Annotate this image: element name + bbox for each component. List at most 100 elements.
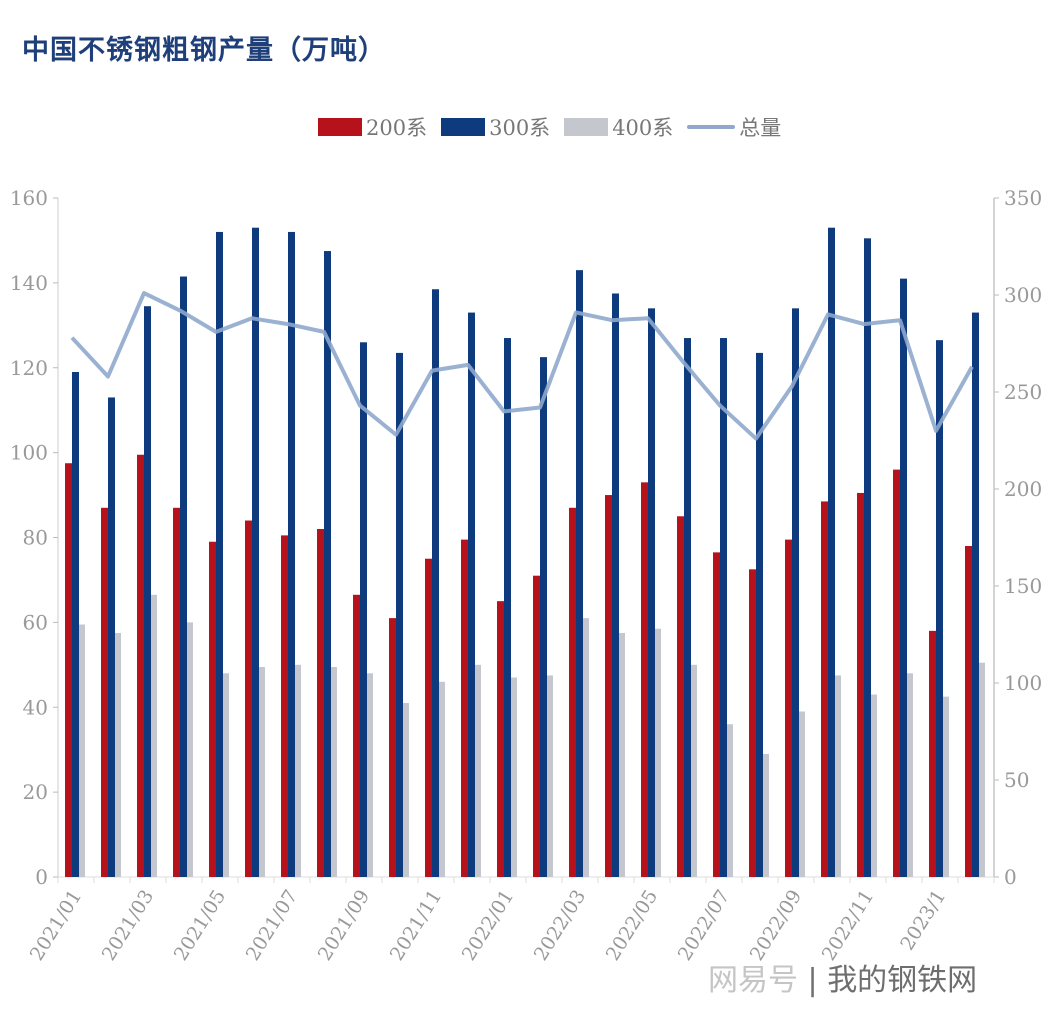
x-tick-label: 2021/07 [242, 886, 302, 965]
bar-400系-2021/03 [151, 594, 157, 877]
bar-200系-2021/09 [353, 594, 360, 877]
bar-300系-2021/07 [288, 231, 295, 877]
y-right-tick-label: 0 [1004, 865, 1017, 889]
bar-300系-2023/1 [936, 340, 943, 877]
y-left-tick-label: 60 [23, 610, 48, 634]
bar-300系-2023/02 [972, 312, 979, 877]
bar-400系-2022/07 [727, 724, 733, 877]
bar-400系-2022/11 [871, 694, 877, 877]
bar-200系-2022/02 [533, 575, 540, 877]
bar-300系-2022/01 [504, 338, 511, 877]
bar-300系-2021/08 [324, 251, 331, 877]
legend-item-400: 400系 [564, 112, 673, 142]
bar-300系-2022/12 [900, 278, 907, 878]
legend: 200系 300系 400系 总量 [318, 112, 781, 142]
bar-400系-2021/04 [187, 622, 193, 877]
y-left-tick-label: 160 [10, 186, 48, 210]
bar-300系-2021/12 [468, 312, 475, 877]
bar-200系-2022/10 [821, 501, 828, 877]
y-right-tick-label: 300 [1004, 283, 1042, 307]
bar-300系-2021/02 [108, 397, 115, 877]
bar-200系-2021/08 [317, 529, 324, 877]
bar-400系-2022/12 [907, 673, 913, 877]
bar-200系-2022/04 [605, 495, 612, 877]
bar-400系-2021/06 [259, 666, 265, 877]
bar-200系-2022/11 [857, 492, 864, 877]
bar-300系-2021/04 [180, 276, 187, 877]
bar-400系-2021/11 [439, 681, 445, 877]
bar-400系-2021/12 [475, 664, 481, 877]
legend-label-300: 300系 [489, 116, 551, 140]
legend-item-200: 200系 [318, 112, 427, 142]
bar-200系-2022/03 [569, 507, 576, 877]
bar-200系-2023/02 [965, 545, 972, 877]
bar-200系-2022/08 [749, 569, 756, 877]
y-left-tick-label: 40 [23, 695, 48, 719]
bar-300系-2021/06 [252, 227, 259, 878]
x-tick-label: 2022/05 [602, 886, 662, 965]
legend-swatch-300 [441, 118, 486, 136]
bar-300系-2021/01 [72, 371, 79, 877]
y-right-tick-label: 250 [1004, 380, 1042, 404]
y-right-tick-label: 100 [1004, 671, 1042, 695]
bar-200系-2021/11 [425, 558, 432, 877]
y-right-tick-label: 50 [1004, 768, 1029, 792]
x-tick-label: 2021/11 [386, 886, 446, 965]
bar-200系-2023/1 [929, 630, 936, 877]
bar-400系-2022/03 [583, 618, 589, 877]
bar-400系-2021/09 [367, 673, 373, 877]
legend-swatch-200 [318, 118, 362, 136]
bar-400系-2021/10 [403, 703, 409, 877]
bar-300系-2022/06 [684, 338, 691, 877]
bar-200系-2021/07 [281, 535, 288, 877]
bar-200系-2021/12 [461, 539, 468, 877]
watermark-right: 我的钢铁网 [827, 963, 978, 998]
bar-300系-2022/07 [720, 338, 727, 877]
bar-400系-2022/10 [835, 675, 841, 877]
legend-item-300: 300系 [441, 112, 550, 142]
bar-300系-2022/03 [576, 270, 583, 877]
bar-200系-2021/05 [209, 541, 216, 877]
bar-200系-2022/05 [641, 482, 648, 877]
bar-300系-2021/03 [144, 306, 151, 877]
legend-label-total: 总量 [739, 116, 782, 140]
y-left-tick-label: 0 [35, 865, 48, 889]
bar-200系-2022/07 [713, 552, 720, 877]
bar-400系-2022/05 [655, 628, 661, 877]
bar-400系-2022/02 [547, 675, 553, 877]
y-right-tick-label: 150 [1004, 574, 1042, 598]
y-right-tick-label: 350 [1004, 186, 1042, 210]
bar-300系-2022/08 [756, 352, 763, 878]
bar-300系-2021/10 [396, 352, 403, 878]
bar-300系-2022/11 [864, 238, 871, 878]
watermark-left: 网易号 [708, 963, 798, 998]
watermark: 网易号 | 我的钢铁网 [708, 963, 978, 998]
legend-label-400: 400系 [612, 116, 674, 140]
bar-300系-2021/05 [216, 231, 223, 877]
bar-400系-2023/02 [979, 662, 985, 877]
bar-200系-2021/01 [65, 463, 72, 877]
y-left-tick-label: 140 [10, 271, 48, 295]
bar-400系-2022/08 [763, 753, 769, 877]
bar-400系-2023/1 [943, 696, 949, 877]
bar-300系-2021/09 [360, 342, 367, 878]
legend-swatch-total [687, 125, 736, 129]
bar-400系-2022/06 [691, 664, 697, 877]
legend-label-200: 200系 [366, 116, 428, 140]
bar-300系-2022/05 [648, 308, 655, 877]
bar-400系-2021/02 [115, 632, 121, 877]
bar-200系-2022/12 [893, 469, 900, 877]
bar-400系-2022/09 [799, 711, 805, 877]
bar-200系-2021/04 [173, 507, 180, 877]
x-tick-label: 2022/03 [530, 886, 590, 965]
bar-400系-2021/05 [223, 673, 229, 877]
bar-400系-2021/07 [295, 664, 301, 877]
bar-300系-2022/10 [828, 227, 835, 878]
x-tick-label: 2023/1 [896, 886, 950, 954]
chart-title: 中国不锈钢粗钢产量（万吨） [22, 35, 386, 66]
bar-200系-2021/06 [245, 520, 252, 877]
bar-400系-2022/04 [619, 632, 625, 877]
x-tick-label: 2022/09 [746, 886, 806, 965]
bar-400系-2021/01 [79, 624, 85, 877]
